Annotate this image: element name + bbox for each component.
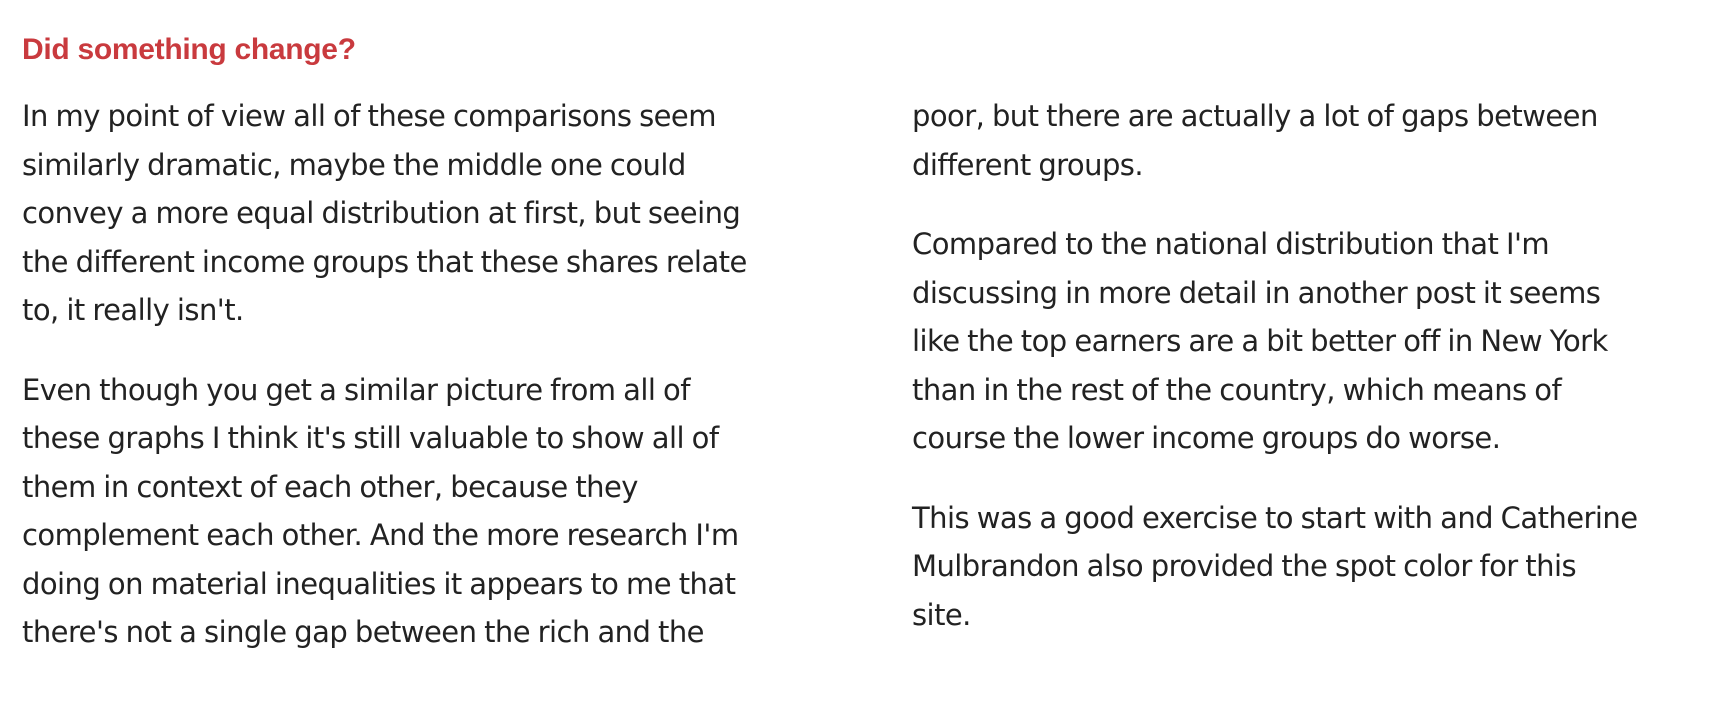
paragraph-good-exercise: This was a good exercise to start with a… [912,494,1702,640]
text-line: to, it really isn't. [22,293,244,327]
text-line: complement each other. And the more rese… [22,518,739,552]
text-line: Compared to the national distribution th… [912,227,1550,261]
text-line: similarly dramatic, maybe the middle one… [22,147,686,182]
text-line: Even though you get a similar picture fr… [22,372,690,407]
right-column: poor, but there are actually a lot of ga… [912,92,1702,670]
text-line: these graphs I think it's still valuable… [22,421,719,455]
text-line: discussing in more detail in another pos… [912,275,1601,310]
paragraph-comparisons: In my point of view all of these compari… [22,92,802,335]
text-line: the different income groups that these s… [22,244,747,279]
paragraph-continued: poor, but there are actually a lot of ga… [912,92,1702,189]
text-line: there's not a single gap between the ric… [22,615,705,649]
text-line: This was a good exercise to start with a… [912,500,1638,535]
text-line: different groups. [912,147,1144,182]
text-line: poor, but there are actually a lot of ga… [912,99,1598,133]
text-line: them in context of each other, because t… [22,469,638,504]
text-line: Mulbrandon also provided the spot color … [912,549,1577,583]
text-line: doing on material inequalities it appear… [22,566,736,601]
text-line: convey a more equal distribution at firs… [22,196,741,230]
text-line: In my point of view all of these compari… [22,99,716,133]
text-line: course the lower income groups do worse. [912,421,1501,455]
paragraph-similar-picture: Even though you get a similar picture fr… [22,366,802,657]
left-column: In my point of view all of these compari… [22,92,802,688]
text-line: site. [912,597,971,632]
paragraph-national-distribution: Compared to the national distribution th… [912,220,1702,463]
section-heading: Did something change? [22,33,356,66]
text-line: than in the rest of the country, which m… [912,372,1562,407]
text-line: like the top earners are a bit better of… [912,324,1608,358]
